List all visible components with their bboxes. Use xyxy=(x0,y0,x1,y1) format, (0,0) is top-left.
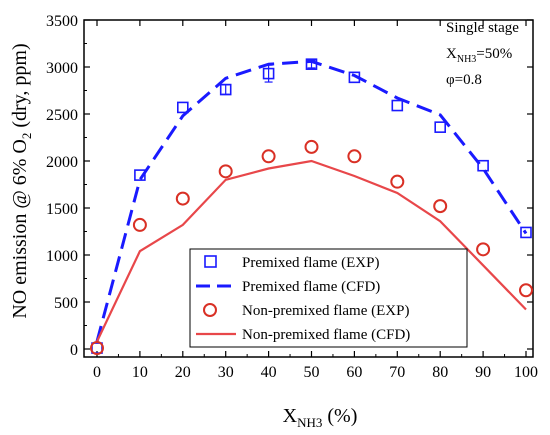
data-point-circle xyxy=(390,174,405,189)
series-2 xyxy=(90,139,533,356)
data-point-circle xyxy=(175,191,190,206)
axis-layer: 0 10 20 30 40 50 60 70 80 90 100050010001500200025… xyxy=(46,13,538,381)
data-point-circle xyxy=(519,283,533,298)
annotation-box: Single stage XNH3=50% φ=0.8 xyxy=(446,20,519,88)
legend: Premixed flame (EXP) Premixed flame (CFD)… xyxy=(189,248,468,348)
x-tick-label: 90 xyxy=(475,364,491,381)
y-axis-label-suffix: (dry, ppm) xyxy=(9,43,31,132)
data-point-circle xyxy=(132,217,147,232)
y-axis-label: NO emission @ 6% O2 (dry, ppm) xyxy=(9,43,34,318)
x-axis-label-suffix: (%) xyxy=(322,405,357,427)
y-axis-label-sub: 2 xyxy=(19,133,34,140)
data-point-circle xyxy=(433,199,448,214)
legend-frame xyxy=(189,248,468,348)
data-point-circle xyxy=(218,164,233,179)
annotation-line-1: Single stage xyxy=(446,20,519,36)
annotation-line-2-main: X xyxy=(446,46,457,62)
x-tick-label: 30 xyxy=(218,364,234,381)
y-tick-label: 1500 xyxy=(46,201,78,218)
y-tick-label: 3500 xyxy=(46,13,78,30)
x-tick-label: 80 xyxy=(432,364,448,381)
x-tick-label: 60 xyxy=(346,364,362,381)
y-tick-label: 1000 xyxy=(46,248,78,265)
x-tick-label: 50 xyxy=(304,364,320,381)
annotation-line-3: φ=0.8 xyxy=(446,72,482,88)
data-point-circle xyxy=(261,149,276,164)
x-axis-label-main: X xyxy=(283,405,298,427)
y-axis-label-prefix: NO emission @ 6% O xyxy=(9,139,31,319)
annotation-line-2-sub: NH3 xyxy=(457,54,476,65)
data-point-square xyxy=(348,71,361,84)
x-tick-label: 10 xyxy=(132,364,148,381)
legend-swatch-square xyxy=(204,255,217,268)
data-point-square xyxy=(262,67,275,80)
data-point-square xyxy=(434,121,447,133)
data-point-circle xyxy=(90,341,104,356)
y-tick-label: 500 xyxy=(54,295,78,312)
x-tick-label: 40 xyxy=(261,364,277,381)
legend-label: Non-premixed flame (CFD) xyxy=(242,327,410,343)
x-axis-label: XNH3 (%) xyxy=(283,405,358,430)
series-line xyxy=(96,159,527,342)
series-3 xyxy=(96,159,527,342)
y-tick-label: 0 xyxy=(70,342,78,359)
data-point-circle xyxy=(347,149,362,164)
legend-label: Non-premixed flame (EXP) xyxy=(242,303,409,319)
plot-frame xyxy=(83,19,534,358)
data-point-square xyxy=(177,101,189,114)
data-point-square xyxy=(477,159,489,172)
data-point-square xyxy=(520,226,532,239)
y-tick-label: 2000 xyxy=(46,154,78,171)
x-tick-label: 100 xyxy=(514,364,538,381)
y-tick-label: 3000 xyxy=(46,60,78,77)
data-point-circle xyxy=(304,139,319,154)
series-layer xyxy=(90,58,533,356)
annotation-line-2-suffix: =50% xyxy=(476,46,512,62)
data-point-square xyxy=(391,99,404,112)
legend-label: Premixed flame (EXP) xyxy=(242,255,379,271)
data-point-square xyxy=(219,83,232,96)
x-axis-label-sub: NH3 xyxy=(297,415,322,430)
data-point-circle xyxy=(476,242,491,257)
legend-swatch-circle xyxy=(203,303,217,317)
data-point-square xyxy=(134,169,146,181)
legend-label: Premixed flame (CFD) xyxy=(242,279,380,295)
annotation-line-2: XNH3=50% xyxy=(446,46,512,65)
x-tick-label: 0 xyxy=(93,364,101,381)
y-tick-label: 2500 xyxy=(46,107,78,124)
x-tick-label: 20 xyxy=(175,364,191,381)
x-tick-label: 70 xyxy=(389,364,405,381)
data-point-square xyxy=(305,58,318,70)
